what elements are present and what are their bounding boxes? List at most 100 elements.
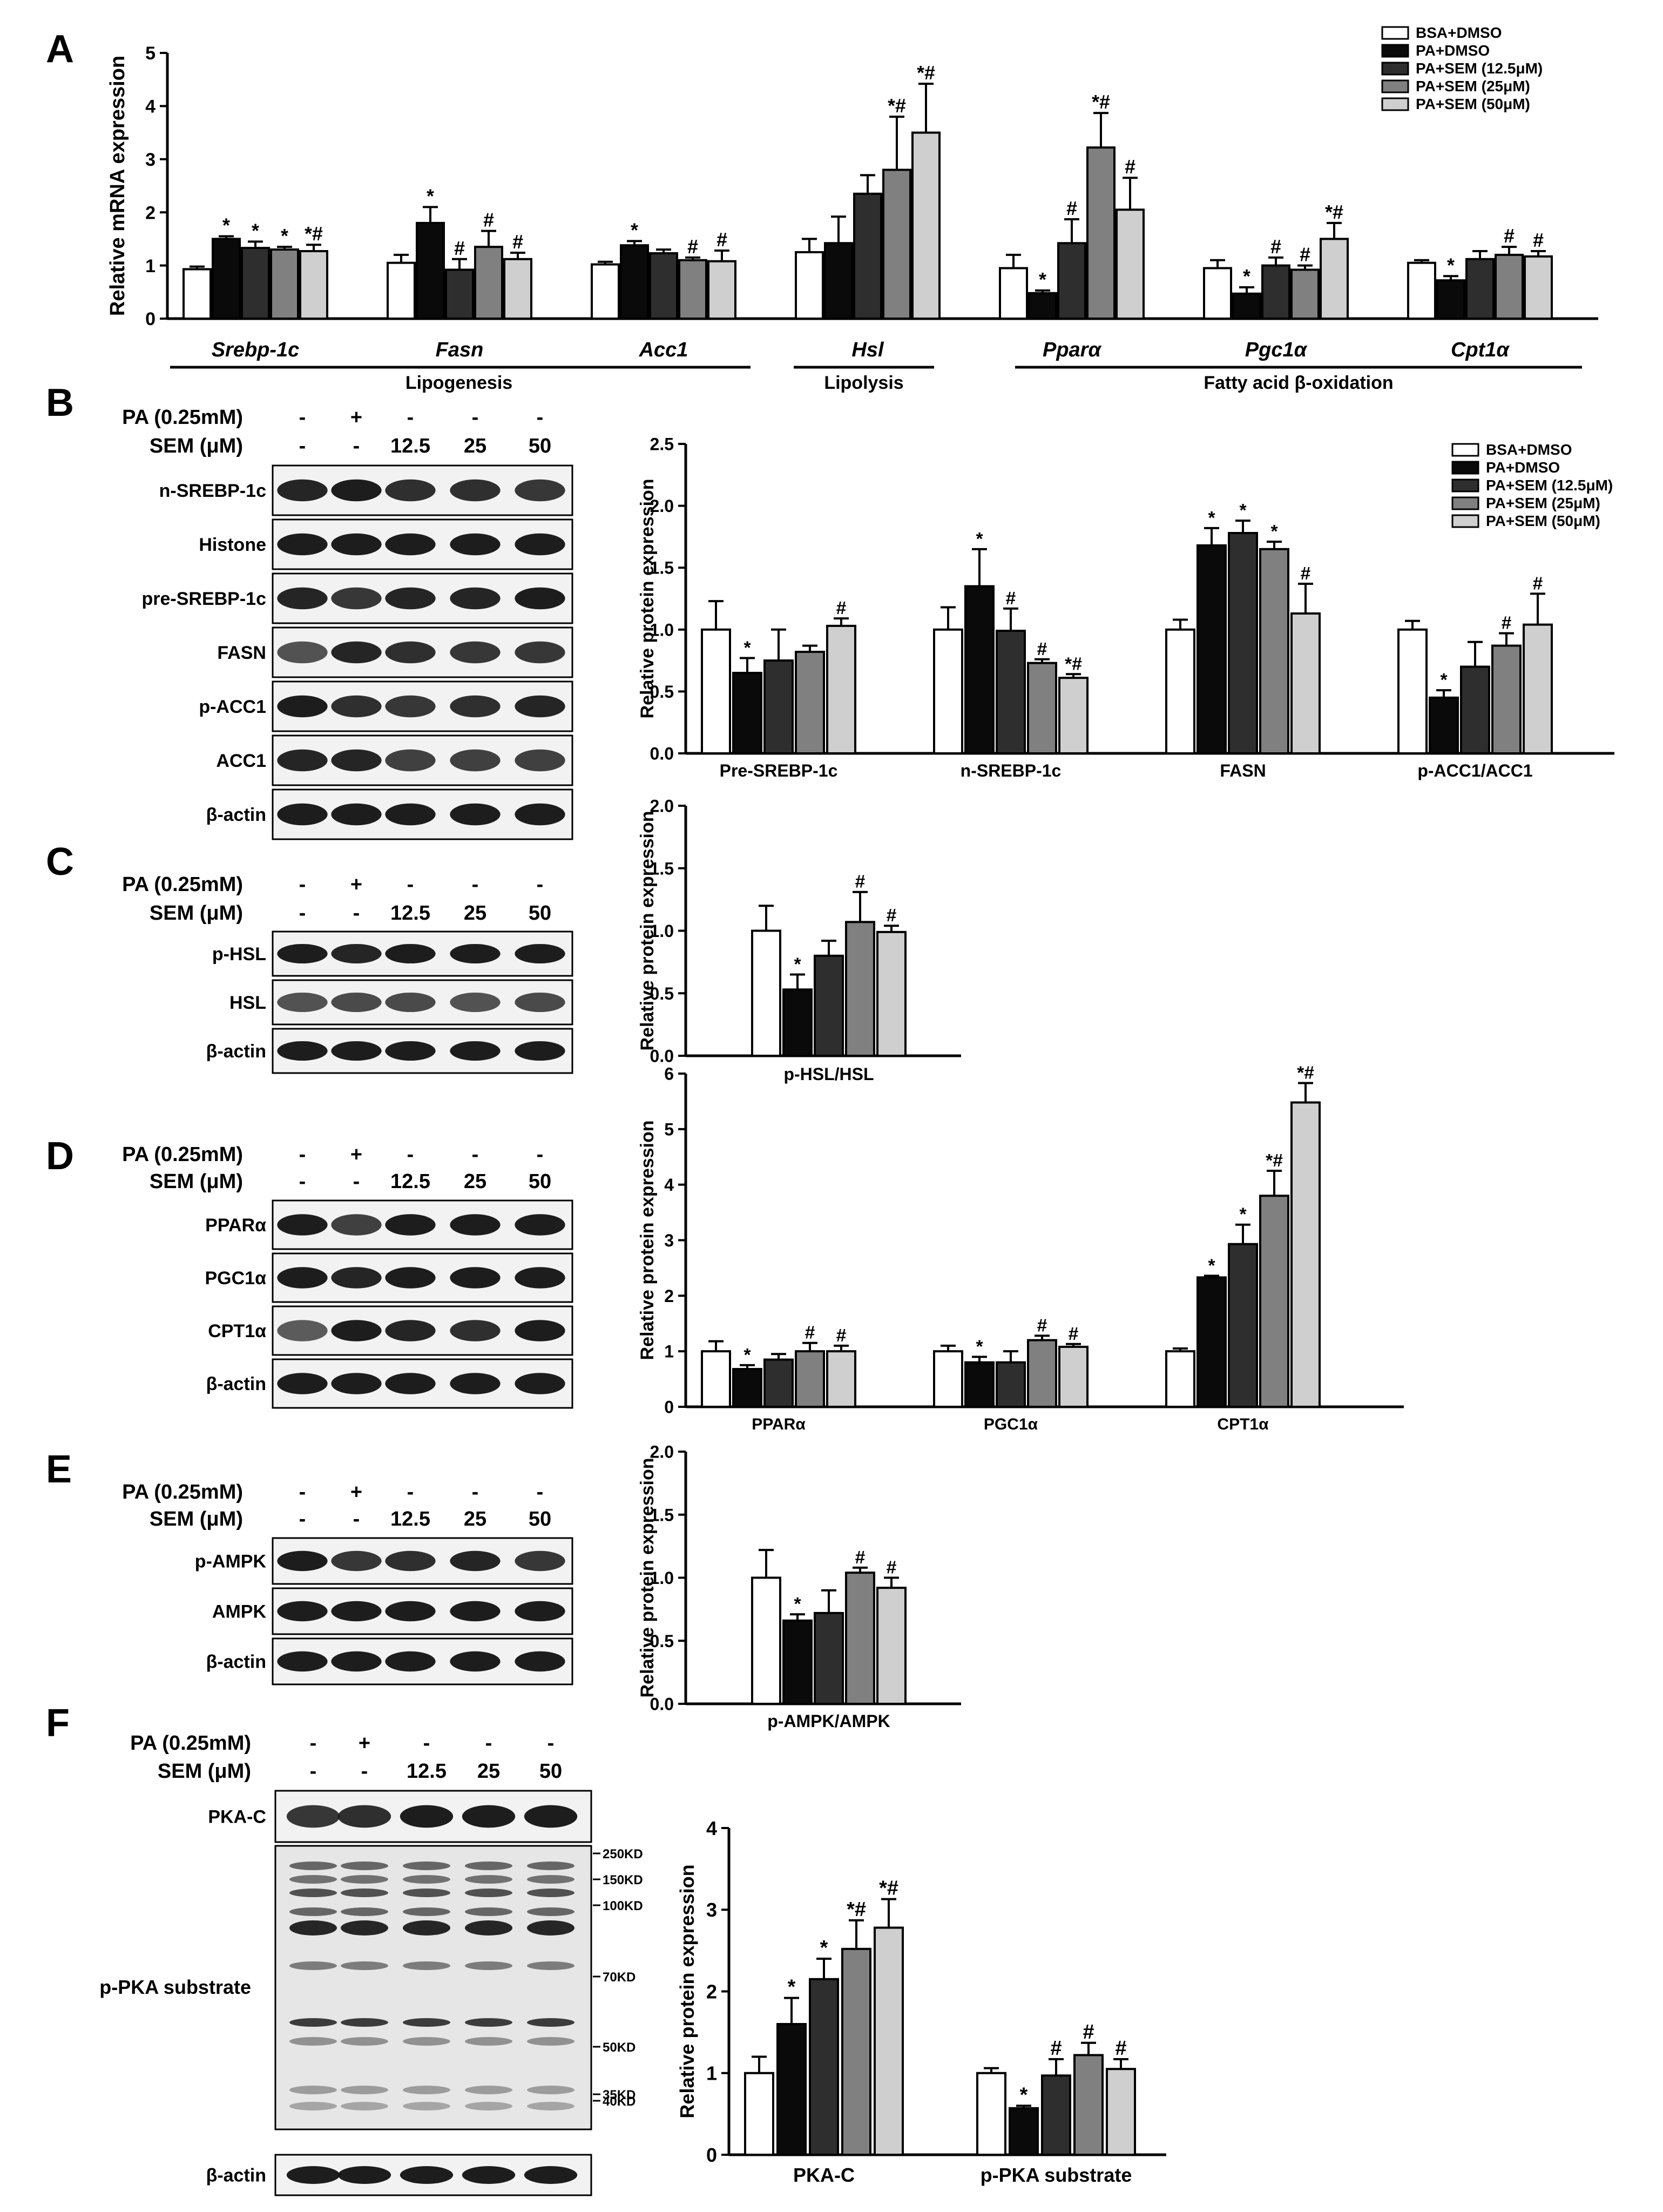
blot-strip: PPARα [205,1199,573,1250]
blot-strip: β-actin [206,2154,592,2196]
legend-swatch [1381,44,1409,58]
blot-label: PGC1α [205,1268,267,1289]
blot-band [450,1550,501,1572]
bar [678,259,707,320]
legend-entry: PA+SEM (25μM) [1416,78,1530,95]
bar [795,651,825,755]
sem-lane-value: 50 [529,435,551,457]
blot-band [277,641,328,664]
y-tick-label: 1.5 [650,859,674,878]
significance-mark: # [1115,2037,1126,2060]
bar [1058,1345,1089,1408]
blot-band [450,695,501,718]
bar [1058,677,1089,754]
y-tick-label: 2 [664,1286,674,1306]
significance-mark: * [252,220,259,241]
blot-label: ACC1 [216,751,266,771]
pa-lane-value: - [537,873,544,896]
blot-band [403,2102,450,2110]
pa-lane-value: - [407,1143,414,1166]
blot-band [465,1961,512,1970]
y-tick-label: 0 [664,1398,674,1417]
blot-band [450,1373,501,1394]
blot-band [515,1267,565,1289]
blot-band [515,1320,565,1341]
bar [874,1926,904,2156]
bar [1290,612,1321,755]
blot-band [289,1907,337,1916]
category-label: Acc1 [639,339,688,361]
legend-swatch [1451,443,1479,457]
significance-mark: *# [1325,201,1343,223]
legend-entry: BSA+DMSO [1486,441,1572,458]
blot-band [289,1889,337,1897]
y-tick-label: 1 [664,1342,674,1361]
sem-lane-value: - [353,435,360,457]
bar [763,659,794,754]
blot-band [515,587,565,610]
sem-lane-value: 50 [529,1170,551,1193]
panel-letter: D [46,1135,74,1178]
sem-lane-value: - [310,1760,317,1783]
significance-mark: # [1050,2037,1062,2060]
legend-entry: PA+SEM (50μM) [1486,512,1600,529]
bar [782,1619,813,1705]
blot-band [331,992,382,1013]
group-label: Lipogenesis [405,373,512,393]
y-tick-label: 3 [664,1231,674,1250]
bar [1116,208,1145,320]
bar [1106,2068,1136,2156]
blot-label: p-ACC1 [199,697,266,717]
blot-band [331,1651,382,1672]
blot-band [337,1805,391,1828]
panel-letter: B [46,381,74,424]
legend-entry: PA+SEM (25μM) [1486,495,1600,511]
blot-strip: β-actin [206,1358,573,1409]
blot-band [289,2037,337,2046]
bar [1196,544,1227,754]
y-tick-label: 3 [145,150,156,170]
blot-band [515,1651,565,1672]
legend-entry: PA+SEM (12.5μM) [1486,477,1613,494]
blot-band [286,2166,340,2184]
bar [809,1978,839,2156]
category-label: Cpt1α [1451,339,1510,361]
significance-mark: # [1083,2021,1094,2044]
blot-band [465,1875,512,1884]
bar [882,168,911,320]
blot-band [450,1601,501,1622]
pa-lane-value: + [350,1143,362,1166]
blot-band [341,1907,388,1916]
bar [1057,242,1086,320]
bar [814,954,844,1057]
bar [826,624,856,754]
significance-mark: *# [1065,654,1082,674]
significance-mark: # [887,906,897,926]
y-tick-label: 0.0 [650,744,674,764]
category-label: Pgc1α [1245,339,1308,361]
y-tick-label: 2.0 [650,496,674,516]
group-label: Fatty acid β-oxidation [1204,373,1393,393]
bar [1261,264,1290,320]
y-tick-label: 1.0 [650,921,674,941]
bar [1524,255,1553,320]
significance-mark: # [855,872,866,892]
bar [649,252,678,320]
category-label: n-SREBP-1c [961,761,1062,780]
bar [1407,261,1436,320]
blot-band [385,1550,436,1572]
pa-label: PA (0.25mM) [122,406,243,429]
category-label: p-PKA substrate [981,2164,1132,2186]
y-tick-label: 4 [664,1175,674,1195]
blot-label: β-actin [206,1374,266,1394]
significance-mark: *# [888,95,906,117]
blot-band [289,1920,337,1936]
significance-mark: * [1270,522,1278,542]
blot-band [465,2018,512,2027]
sem-lane-value: 25 [464,1170,486,1193]
significance-mark: * [1039,269,1046,291]
blot-strip: CPT1α [208,1305,573,1356]
bar [826,1350,856,1408]
blot-band [450,1214,501,1236]
